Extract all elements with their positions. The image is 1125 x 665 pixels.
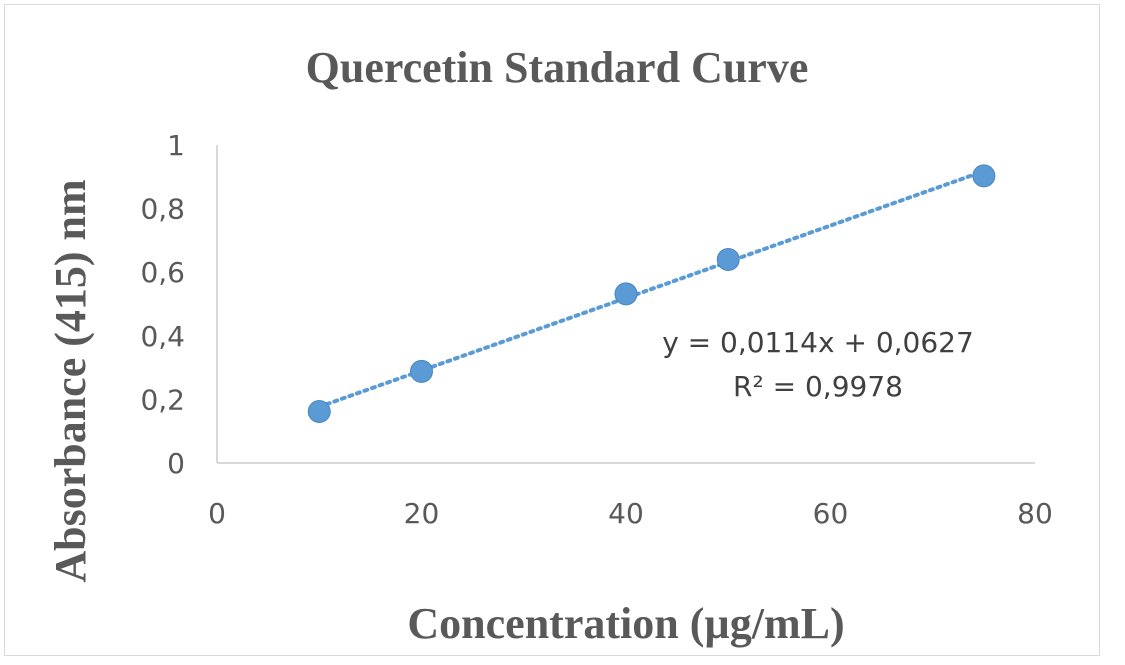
y-tick-label: 0,4 (140, 320, 185, 353)
y-tick-label: 0 (167, 447, 185, 480)
x-axis-title: Concentration (µg/mL) (407, 599, 844, 648)
data-point (716, 247, 740, 271)
x-tick-label: 0 (208, 497, 226, 530)
y-tick-labels: 0 0,2 0,4 0,6 0,8 1 (140, 129, 185, 480)
data-points (307, 164, 996, 423)
chart-title: Quercetin Standard Curve (306, 43, 809, 92)
data-point (307, 399, 331, 423)
trendline-equation: y = 0,0114x + 0,0627 (662, 326, 974, 359)
trendline (317, 169, 986, 409)
x-tick-labels: 0 20 40 60 80 (208, 497, 1053, 530)
trendline-r-squared: R² = 0,9978 (733, 370, 903, 403)
data-point (410, 359, 433, 383)
trendline-group (317, 169, 986, 409)
x-tick-label: 40 (608, 497, 644, 530)
x-tick-label: 60 (813, 497, 849, 530)
y-axis-title: Absorbance (415) nm (46, 179, 95, 582)
y-tick-label: 0,6 (140, 256, 185, 289)
y-tick-label: 0,8 (140, 193, 185, 226)
data-point (614, 282, 638, 306)
data-point (972, 164, 996, 188)
y-tick-label: 0,2 (140, 383, 185, 416)
x-tick-label: 80 (1017, 497, 1053, 530)
chart-frame (4, 4, 1100, 656)
y-tick-label: 1 (167, 129, 185, 162)
x-tick-label: 20 (404, 497, 440, 530)
axes (216, 145, 1035, 464)
